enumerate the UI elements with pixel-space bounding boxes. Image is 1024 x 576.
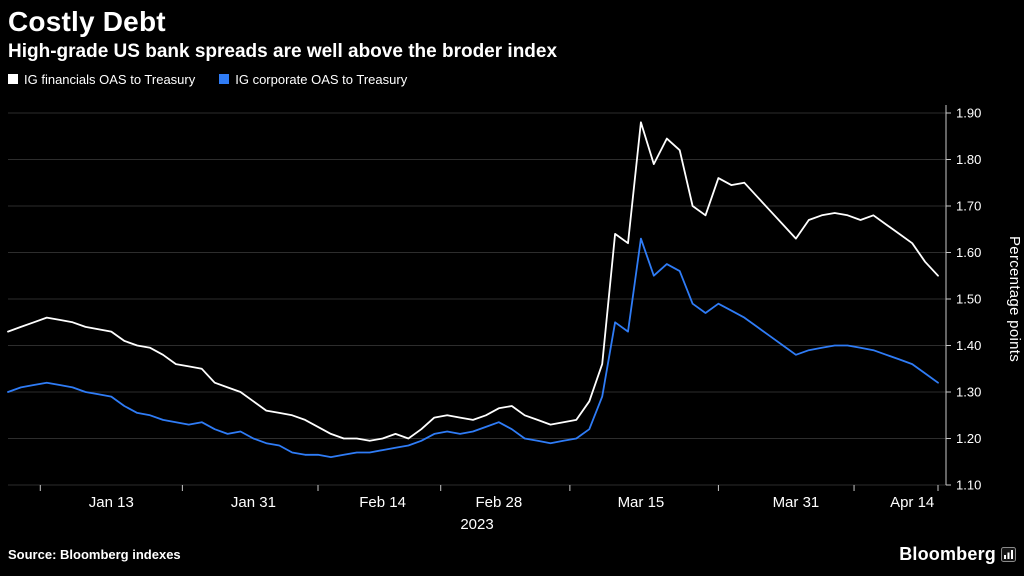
chart-legend: IG financials OAS to Treasury IG corpora… [0, 65, 1024, 91]
bloomberg-logo-text: Bloomberg [899, 543, 996, 564]
y-axis: 1.10 1.20 1.30 1.40 1.50 1.60 1.70 1.80 1.90 [945, 105, 981, 493]
svg-text:Jan 31: Jan 31 [231, 494, 276, 511]
svg-text:1.60: 1.60 [956, 245, 981, 260]
year-label: 2023 [460, 516, 493, 533]
svg-text:1.70: 1.70 [956, 199, 981, 214]
legend-swatch-corporate [219, 74, 230, 84]
y-axis-title: Percentage points [1006, 235, 1023, 363]
svg-text:Jan 13: Jan 13 [89, 494, 134, 511]
chart-footer: Source: Bloomberg indexes Bloomberg [0, 539, 1024, 569]
legend-item-financials: IG financials OAS to Treasury [8, 72, 195, 87]
legend-swatch-financials [8, 74, 18, 84]
gridlines [8, 112, 946, 486]
svg-text:1.50: 1.50 [956, 292, 981, 307]
svg-text:1.80: 1.80 [956, 152, 981, 167]
chart-subtitle: High-grade US bank spreads are well abov… [8, 41, 558, 62]
legend-label-financials: IG financials OAS to Treasury [24, 71, 196, 87]
line-chart-svg: 1.10 1.20 1.30 1.40 1.50 1.60 1.70 1.80 1.90 Jan … [7, 105, 981, 533]
source-note: Source: Bloomberg indexes [8, 546, 181, 562]
svg-text:Feb 14: Feb 14 [359, 494, 406, 511]
svg-text:1.40: 1.40 [956, 338, 981, 353]
svg-text:1.90: 1.90 [956, 106, 981, 121]
chart-area: 1.10 1.20 1.30 1.40 1.50 1.60 1.70 1.80 1.90 Jan … [0, 91, 1024, 539]
legend-label-corporate: IG corporate OAS to Treasury [235, 71, 408, 87]
svg-text:1.30: 1.30 [956, 385, 981, 400]
bloomberg-logo: Bloomberg [899, 544, 1016, 565]
series-line-corporate [7, 237, 939, 459]
svg-text:Feb 28: Feb 28 [475, 494, 522, 511]
svg-text:1.20: 1.20 [956, 431, 981, 446]
svg-text:Mar 15: Mar 15 [618, 494, 665, 511]
chart-title: Costly Debt [8, 6, 166, 37]
chart-header: Costly Debt High-grade US bank spreads a… [0, 0, 1024, 65]
bloomberg-logo-icon [1001, 546, 1016, 562]
x-axis: Jan 13 Jan 31 Feb 14 Feb 28 Mar 15 Mar 31 Apr … [39, 485, 939, 533]
svg-text:Apr 14: Apr 14 [890, 494, 934, 511]
svg-text:1.10: 1.10 [956, 478, 981, 493]
series-line-financials [7, 121, 939, 442]
legend-item-corporate: IG corporate OAS to Treasury [219, 72, 407, 87]
svg-text:Mar 31: Mar 31 [773, 494, 820, 511]
